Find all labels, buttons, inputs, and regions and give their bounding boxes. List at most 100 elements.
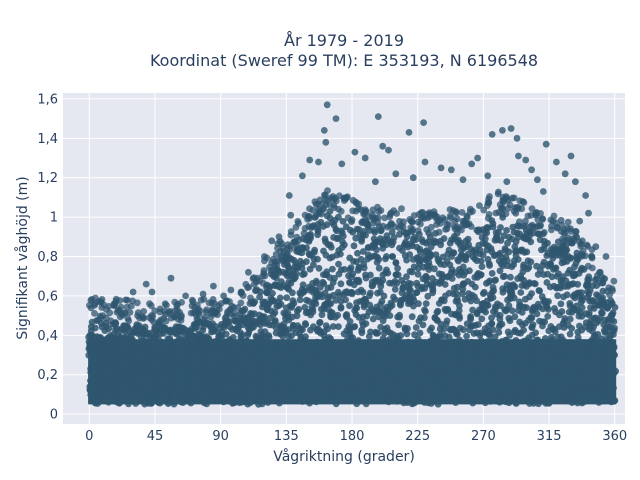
data-point: [407, 217, 415, 225]
outlier-point: [474, 154, 481, 162]
data-point-cluster: [190, 339, 193, 405]
data-point: [390, 207, 398, 215]
data-point: [437, 241, 445, 249]
outlier-point: [338, 160, 346, 168]
data-point-cluster: [229, 339, 233, 405]
data-point: [105, 325, 113, 333]
outlier-point: [268, 237, 276, 245]
data-point: [482, 308, 489, 316]
data-point-cluster: [274, 339, 278, 405]
data-point: [489, 220, 497, 228]
outlier-point: [585, 209, 592, 217]
data-point: [610, 277, 618, 285]
data-point: [456, 314, 463, 322]
data-point-cluster: [326, 339, 329, 405]
data-point: [303, 258, 310, 265]
data-point: [554, 292, 562, 300]
outlier-point: [189, 298, 197, 306]
data-point: [315, 264, 323, 272]
data-point: [477, 271, 485, 278]
data-point: [367, 289, 374, 297]
data-point: [239, 331, 246, 339]
data-point: [452, 209, 460, 217]
outlier-point: [459, 176, 467, 184]
data-point: [92, 294, 99, 302]
data-point: [528, 290, 535, 297]
data-point-cluster: [613, 339, 617, 405]
data-point: [339, 232, 347, 240]
data-point: [497, 224, 504, 231]
data-point: [389, 253, 397, 260]
data-point: [572, 228, 580, 235]
data-point: [528, 205, 536, 213]
data-point: [606, 291, 613, 299]
data-point: [412, 324, 420, 331]
data-point: [326, 201, 333, 209]
data-point: [241, 305, 249, 313]
outlier-point: [528, 166, 535, 174]
y-tick-label: 0,8: [37, 250, 58, 265]
data-point-cluster: [311, 339, 314, 405]
data-point-cluster: [123, 339, 126, 405]
data-point: [352, 207, 360, 215]
data-point: [350, 242, 358, 250]
data-point: [519, 198, 527, 205]
data-point: [299, 326, 306, 334]
data-point: [259, 279, 267, 287]
outlier-point: [484, 172, 492, 180]
data-point-cluster: [289, 339, 293, 405]
data-point: [310, 248, 318, 256]
data-point: [398, 205, 405, 213]
data-point: [226, 306, 234, 313]
x-axis-title: Vågriktning (grader): [273, 448, 415, 465]
data-point: [341, 241, 348, 249]
data-point: [387, 220, 395, 227]
outlier-point: [148, 288, 156, 296]
data-point: [335, 323, 342, 330]
data-point-cluster: [147, 339, 151, 405]
outlier-point: [468, 160, 476, 168]
x-tick-label: 135: [274, 429, 299, 444]
data-point: [544, 306, 552, 313]
data-point: [391, 296, 399, 303]
data-point: [500, 199, 507, 206]
data-point-cluster: [358, 339, 361, 405]
y-tick-label: 1,2: [37, 171, 58, 186]
outlier-point: [539, 188, 547, 195]
data-point: [202, 308, 210, 316]
data-point-cluster: [305, 339, 309, 405]
data-point: [260, 267, 268, 274]
data-point: [161, 307, 169, 315]
data-point: [429, 286, 437, 294]
outlier-point: [142, 280, 150, 288]
data-point: [501, 272, 508, 280]
data-point-cluster: [152, 339, 155, 405]
data-point: [508, 307, 516, 314]
data-point: [498, 320, 506, 328]
data-point: [453, 215, 461, 223]
y-tick-label: 1,4: [37, 132, 58, 147]
data-point: [408, 313, 416, 321]
data-point: [419, 321, 427, 329]
outlier-point: [210, 282, 217, 290]
outlier-point: [582, 192, 589, 199]
data-point: [324, 294, 332, 302]
outlier-point: [421, 158, 429, 166]
data-point-cluster: [257, 339, 260, 405]
data-point: [523, 304, 530, 312]
data-point: [564, 218, 572, 226]
data-point: [576, 238, 583, 246]
data-point: [346, 318, 354, 325]
data-point: [422, 300, 430, 307]
data-point: [200, 316, 208, 323]
data-point: [314, 255, 321, 263]
data-point: [608, 285, 616, 292]
data-point-cluster: [92, 339, 96, 405]
data-point: [316, 196, 324, 204]
data-point-cluster: [255, 339, 259, 405]
data-point-cluster: [139, 339, 142, 405]
data-point: [209, 296, 217, 303]
data-point: [404, 325, 411, 332]
data-point: [450, 249, 458, 257]
data-point: [287, 231, 295, 239]
